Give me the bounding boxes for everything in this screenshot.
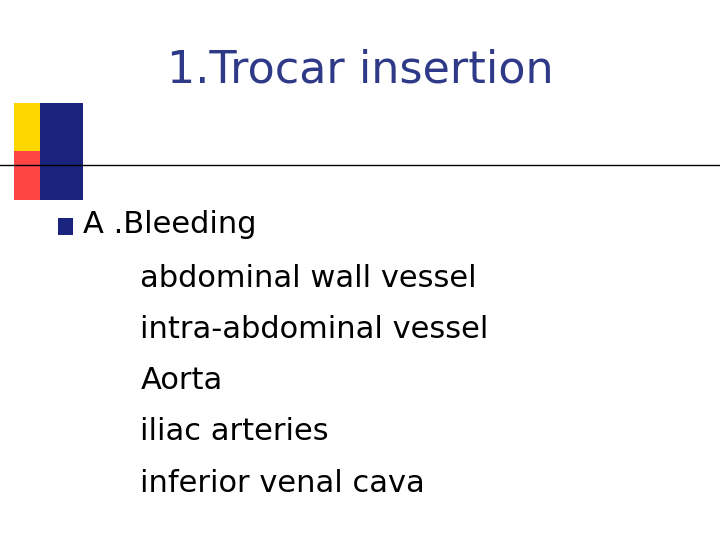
- FancyBboxPatch shape: [58, 218, 73, 235]
- Text: A .Bleeding: A .Bleeding: [83, 210, 256, 239]
- Text: abdominal wall vessel: abdominal wall vessel: [140, 264, 477, 293]
- Text: inferior venal cava: inferior venal cava: [140, 469, 425, 498]
- Text: iliac arteries: iliac arteries: [140, 417, 329, 447]
- Text: Aorta: Aorta: [140, 366, 222, 395]
- Text: 1.Trocar insertion: 1.Trocar insertion: [167, 49, 553, 92]
- Text: intra-abdominal vessel: intra-abdominal vessel: [140, 315, 489, 344]
- FancyBboxPatch shape: [14, 103, 65, 151]
- FancyBboxPatch shape: [14, 151, 54, 200]
- FancyBboxPatch shape: [40, 103, 83, 200]
